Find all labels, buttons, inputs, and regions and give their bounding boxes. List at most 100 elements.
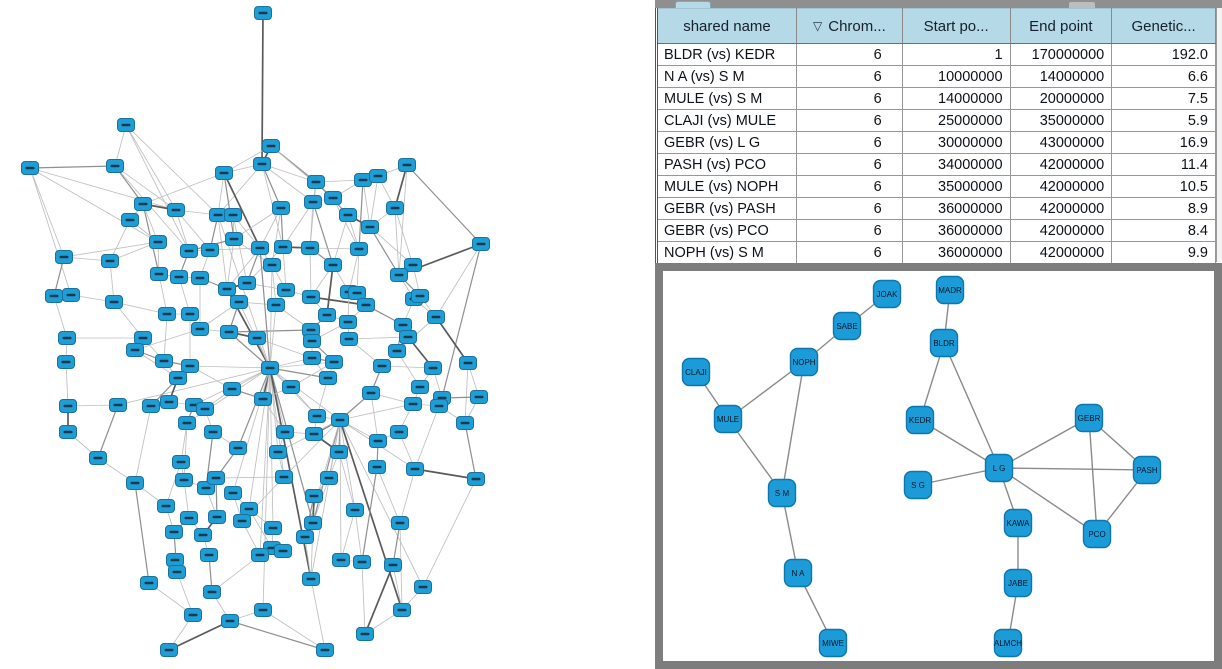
network-node[interactable] bbox=[269, 445, 287, 459]
network-node[interactable] bbox=[166, 553, 184, 567]
network-node[interactable] bbox=[191, 271, 209, 285]
table-cell[interactable]: 6 bbox=[796, 219, 903, 242]
table-cell[interactable]: GEBR (vs) PASH bbox=[656, 197, 797, 220]
network-node[interactable] bbox=[263, 258, 281, 272]
table-cell[interactable]: 30000000 bbox=[902, 131, 1011, 154]
network-node[interactable] bbox=[472, 237, 490, 251]
network-node[interactable] bbox=[303, 351, 321, 365]
table-cell[interactable]: 8.4 bbox=[1111, 219, 1216, 242]
network-node[interactable] bbox=[101, 254, 119, 268]
network-node[interactable] bbox=[459, 356, 477, 370]
table-cell[interactable]: 42000000 bbox=[1010, 219, 1113, 242]
table-cell[interactable]: NOPH (vs) S M bbox=[656, 241, 797, 264]
network-node[interactable] bbox=[55, 250, 73, 264]
network-node[interactable] bbox=[302, 323, 320, 337]
network-node[interactable] bbox=[391, 516, 409, 530]
network-node[interactable] bbox=[204, 425, 222, 439]
network-node[interactable] bbox=[181, 307, 199, 321]
network-node[interactable] bbox=[394, 318, 412, 332]
table-cell[interactable]: 6 bbox=[796, 197, 903, 220]
network-node[interactable] bbox=[388, 344, 406, 358]
network-node[interactable] bbox=[330, 445, 348, 459]
network-node[interactable] bbox=[181, 359, 199, 373]
table-row[interactable]: MULE (vs) S M 6 14000000 20000000 7.5 bbox=[656, 87, 1216, 110]
network-node[interactable] bbox=[356, 627, 374, 641]
network-node[interactable] bbox=[62, 288, 80, 302]
table-cell[interactable]: 6 bbox=[796, 175, 903, 198]
network-node[interactable] bbox=[251, 548, 269, 562]
table-cell[interactable]: 36000000 bbox=[902, 241, 1011, 264]
network-node[interactable] bbox=[324, 191, 342, 205]
network-node[interactable] bbox=[274, 544, 292, 558]
panel-tab[interactable] bbox=[675, 1, 711, 8]
column-header[interactable]: Start po... bbox=[902, 8, 1011, 44]
network-node[interactable]: KEDR bbox=[905, 405, 935, 435]
table-cell[interactable]: 6 bbox=[796, 43, 903, 66]
table-cell[interactable]: GEBR (vs) PCO bbox=[656, 219, 797, 242]
network-node[interactable] bbox=[362, 386, 380, 400]
network-node[interactable]: KAWA bbox=[1003, 508, 1033, 538]
table-cell[interactable]: 8.9 bbox=[1111, 197, 1216, 220]
network-node[interactable] bbox=[126, 343, 144, 357]
network-node[interactable]: ALMCH bbox=[993, 628, 1022, 658]
network-node[interactable] bbox=[172, 455, 190, 469]
network-node[interactable]: PCO bbox=[1082, 519, 1112, 549]
network-node[interactable] bbox=[302, 572, 320, 586]
network-node[interactable] bbox=[277, 283, 295, 297]
table-row[interactable]: MULE (vs) NOPH 6 35000000 42000000 10.5 bbox=[656, 175, 1216, 198]
network-node[interactable] bbox=[282, 380, 300, 394]
table-cell[interactable]: 6.6 bbox=[1111, 65, 1216, 88]
network-node[interactable] bbox=[155, 354, 173, 368]
network-node[interactable] bbox=[191, 322, 209, 336]
network-node[interactable] bbox=[59, 399, 77, 413]
table-cell[interactable]: 6 bbox=[796, 153, 903, 176]
network-node[interactable] bbox=[320, 471, 338, 485]
network-node[interactable] bbox=[261, 361, 279, 375]
network-node[interactable] bbox=[357, 298, 375, 312]
network-node[interactable] bbox=[304, 195, 322, 209]
network-node[interactable] bbox=[339, 315, 357, 329]
network-node[interactable] bbox=[406, 462, 424, 476]
table-cell[interactable]: 6 bbox=[796, 87, 903, 110]
network-node[interactable] bbox=[229, 441, 247, 455]
network-node[interactable] bbox=[324, 258, 342, 272]
network-edge[interactable] bbox=[943, 342, 1000, 469]
network-node[interactable] bbox=[207, 471, 225, 485]
network-node[interactable] bbox=[302, 290, 320, 304]
network-node[interactable]: SABE bbox=[832, 311, 862, 341]
table-cell[interactable]: BLDR (vs) KEDR bbox=[656, 43, 797, 66]
network-node[interactable] bbox=[45, 289, 63, 303]
network-node[interactable] bbox=[369, 434, 387, 448]
network-node[interactable] bbox=[134, 331, 152, 345]
network-node[interactable] bbox=[240, 502, 258, 516]
network-node[interactable]: MADR bbox=[935, 275, 965, 305]
table-cell[interactable]: 20000000 bbox=[1010, 87, 1113, 110]
network-node[interactable] bbox=[267, 298, 285, 312]
network-node[interactable] bbox=[208, 510, 226, 524]
table-row[interactable]: N A (vs) S M 6 10000000 14000000 6.6 bbox=[656, 65, 1216, 88]
table-cell[interactable]: 14000000 bbox=[902, 87, 1011, 110]
table-cell[interactable]: 25000000 bbox=[902, 109, 1011, 132]
network-node[interactable] bbox=[430, 399, 448, 413]
network-edge[interactable] bbox=[998, 467, 1148, 471]
network-node[interactable] bbox=[369, 169, 387, 183]
network-node[interactable] bbox=[316, 643, 334, 657]
network-node[interactable] bbox=[254, 392, 272, 406]
network-node[interactable] bbox=[307, 175, 325, 189]
table-cell[interactable]: 35000000 bbox=[1010, 109, 1113, 132]
network-node[interactable] bbox=[350, 242, 368, 256]
network-node[interactable] bbox=[223, 382, 241, 396]
network-node[interactable] bbox=[203, 585, 221, 599]
network-node[interactable] bbox=[218, 282, 236, 296]
table-row[interactable]: PASH (vs) PCO 6 34000000 42000000 11.4 bbox=[656, 153, 1216, 176]
network-node[interactable] bbox=[368, 460, 386, 474]
network-node[interactable] bbox=[373, 359, 391, 373]
network-node[interactable] bbox=[160, 395, 178, 409]
network-edge[interactable] bbox=[998, 467, 1098, 535]
column-header[interactable]: ▽ Chrom... bbox=[796, 8, 903, 44]
network-node[interactable] bbox=[276, 425, 294, 439]
table-cell[interactable]: 6 bbox=[796, 109, 903, 132]
network-node[interactable] bbox=[233, 514, 251, 528]
network-node[interactable] bbox=[142, 399, 160, 413]
table-cell[interactable]: 11.4 bbox=[1111, 153, 1216, 176]
